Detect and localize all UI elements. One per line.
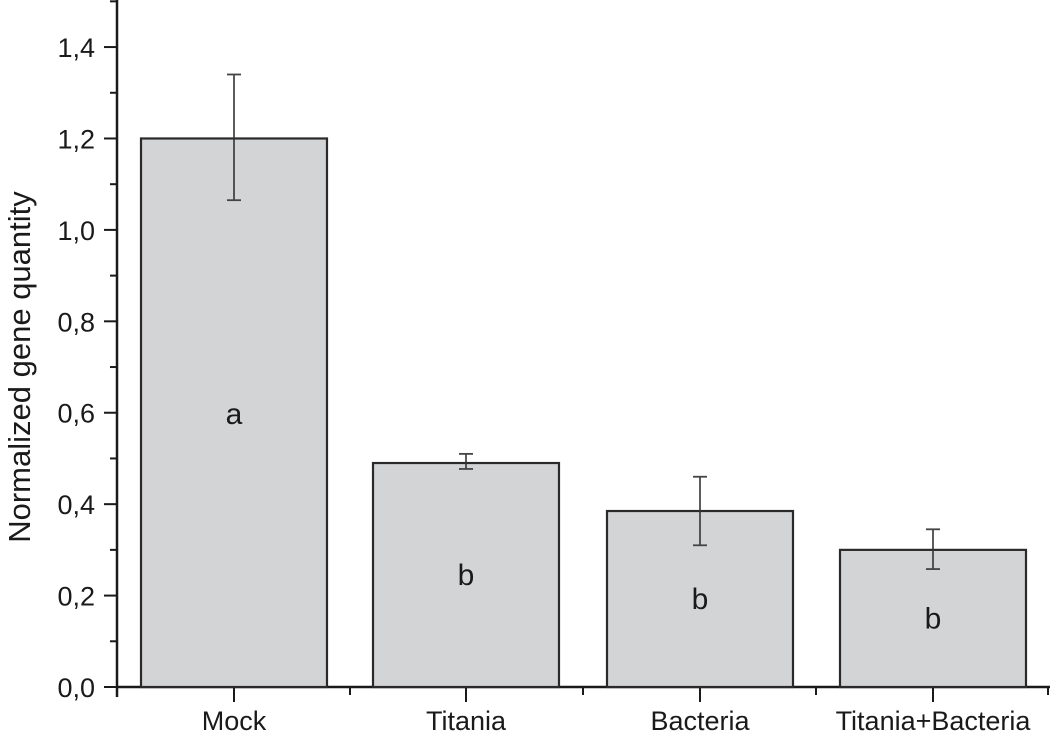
bar-titania-bacteria: b [838, 528, 1028, 689]
significance-letter: b [925, 602, 942, 635]
bar-rect [371, 461, 561, 689]
x-category-label: Titania [426, 706, 507, 734]
y-tick-label: 1,0 [57, 216, 95, 246]
significance-letter: a [226, 398, 243, 431]
bar-bacteria: b [605, 475, 795, 689]
significance-letter: b [458, 559, 475, 592]
y-tick-label: 0,0 [57, 673, 95, 703]
bar-titania: b [371, 452, 561, 689]
x-category-label: Bacteria [650, 706, 750, 734]
bar-rect [139, 137, 329, 689]
bar-mock: a [139, 73, 329, 689]
y-tick-label: 1,4 [57, 33, 95, 63]
y-tick-label: 0,2 [57, 582, 95, 612]
y-axis-title: Normalized gene quantity [2, 191, 37, 543]
x-axis: Mock Titania Bacteria Titania+Bacteria [116, 685, 1050, 734]
y-axis: 0,0 0,2 0,4 0,6 0,8 1,0 1,2 1,4 [57, 0, 119, 703]
y-tick-label: 1,2 [57, 124, 95, 154]
significance-letter: b [692, 583, 709, 616]
y-tick-label: 0,8 [57, 307, 95, 337]
x-category-label: Mock [202, 706, 267, 734]
x-category-label: Titania+Bacteria [836, 706, 1032, 734]
bar-rect [838, 548, 1028, 689]
y-tick-label: 0,4 [57, 490, 95, 520]
y-tick-label: 0,6 [57, 399, 95, 429]
bars: a b b b [139, 73, 1028, 689]
